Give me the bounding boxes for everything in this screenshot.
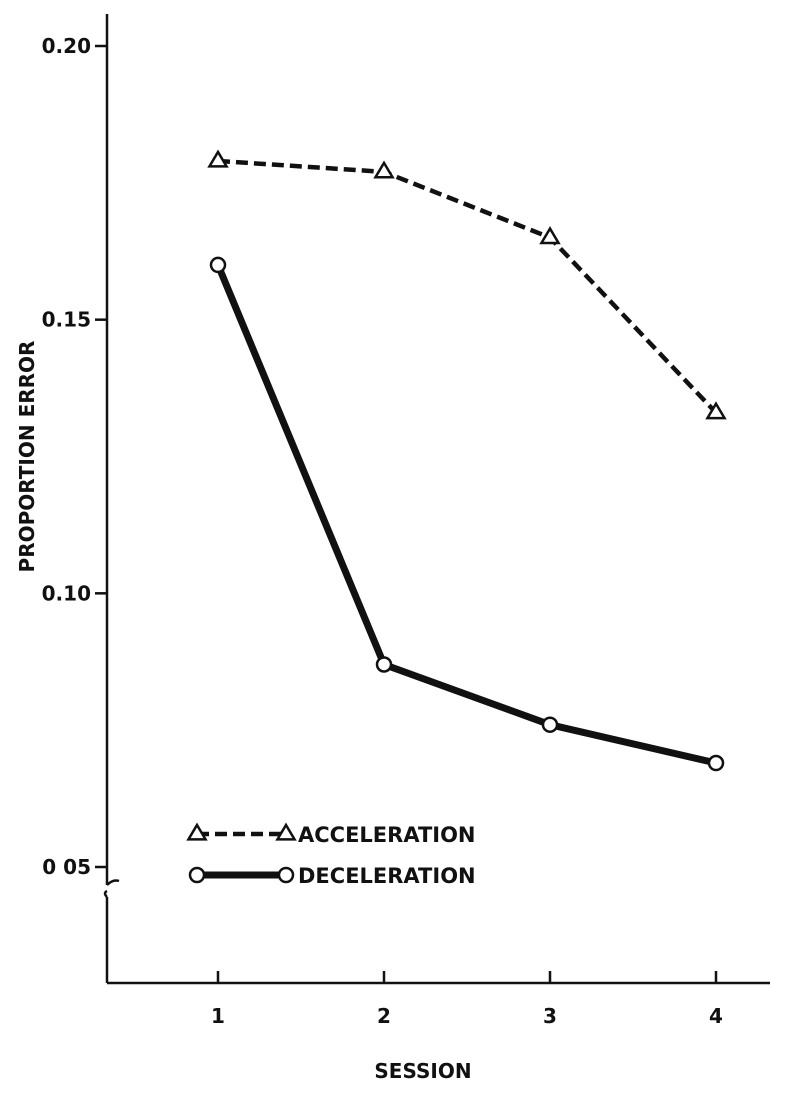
legend-label-deceleration: DECELERATION [298, 864, 476, 888]
y-axis-break-mark [103, 879, 120, 898]
x-tick-label: 1 [211, 1004, 225, 1028]
x-tick-label: 3 [543, 1004, 557, 1028]
legend-item-deceleration: DECELERATION [188, 864, 476, 888]
legend-marker-circle [188, 866, 206, 884]
y-tick-label: 0.15 [42, 308, 91, 332]
series-layer [207, 149, 727, 772]
legend: ACCELERATION DECELERATION [186, 822, 476, 888]
x-tick-label: 2 [377, 1004, 391, 1028]
y-tick-label: 0.10 [42, 581, 91, 605]
legend-item-acceleration: ACCELERATION [186, 822, 476, 847]
data-point-acceleration [373, 160, 395, 179]
series-line-acceleration [217, 158, 718, 415]
legend-label-acceleration: ACCELERATION [298, 823, 476, 847]
x-axis-title: SESSION [374, 1059, 471, 1083]
x-ticks: 1 2 3 4 [211, 971, 723, 1028]
data-point-deceleration [541, 716, 559, 733]
x-tick-label: 4 [709, 1004, 723, 1028]
legend-marker-circle [277, 866, 295, 884]
y-ticks: 0 05 0.10 0.15 0.20 [42, 34, 107, 879]
legend-marker-triangle [186, 822, 208, 841]
y-tick-label: 0.20 [42, 34, 91, 58]
data-point-acceleration [207, 149, 229, 168]
data-point-deceleration [209, 256, 227, 274]
y-axis-title: PROPORTION ERROR [15, 341, 39, 573]
data-point-acceleration [539, 226, 561, 245]
data-point-acceleration [705, 401, 727, 420]
data-point-deceleration [375, 656, 393, 673]
y-tick-label: 0 05 [42, 855, 91, 879]
series-line-deceleration [214, 263, 717, 767]
legend-marker-triangle [275, 822, 297, 841]
data-point-deceleration [707, 754, 725, 772]
